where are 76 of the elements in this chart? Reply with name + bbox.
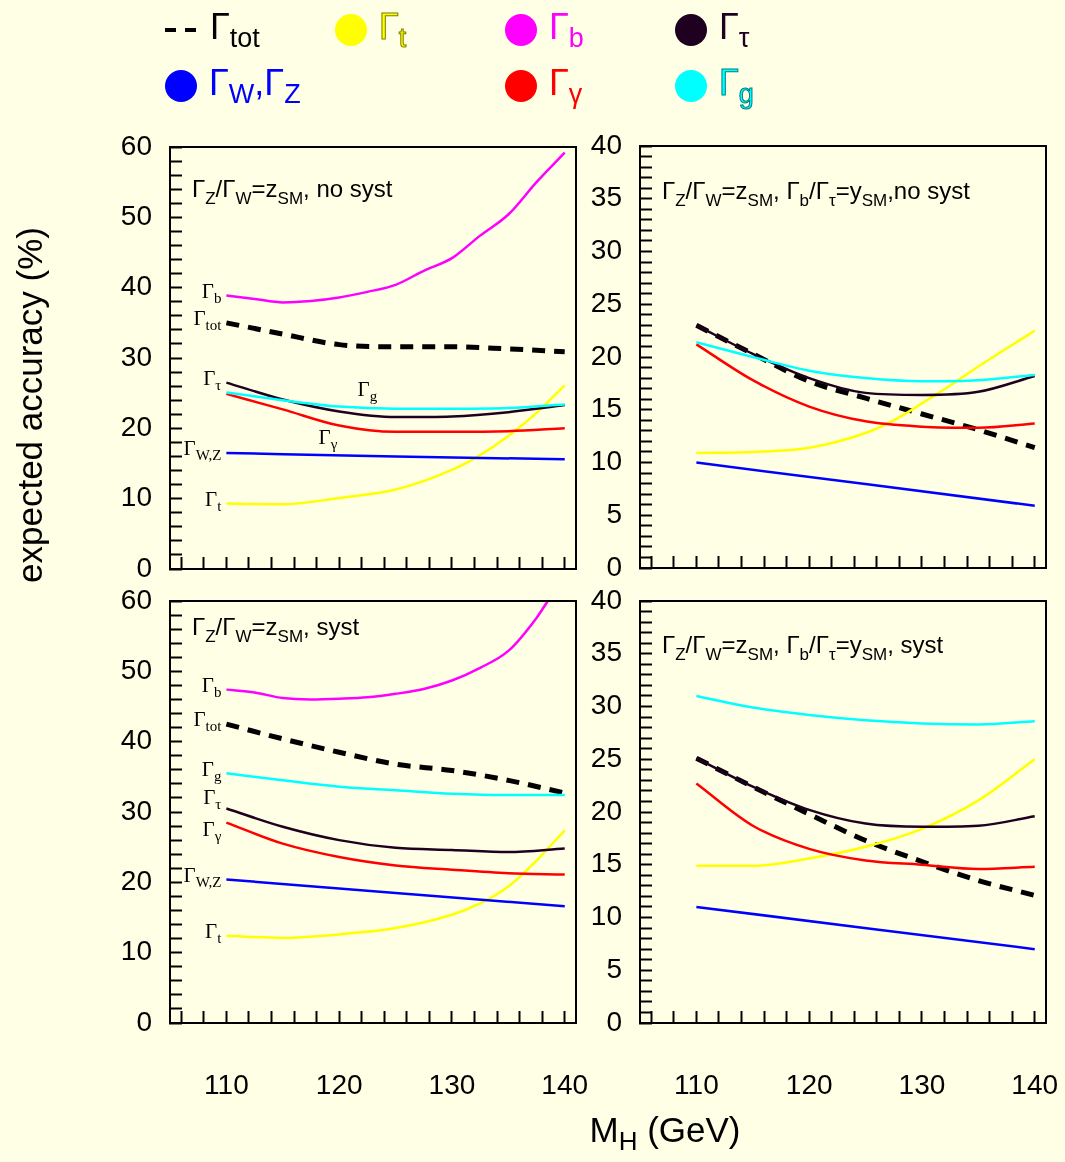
y-tick-label: 0 bbox=[606, 550, 622, 582]
line-series bbox=[225, 381, 566, 419]
annotation: Γ$_{g}$ bbox=[357, 376, 378, 404]
annotation: Γ$_{W,Z}$ bbox=[183, 862, 222, 891]
y-tick-label: 10 bbox=[120, 935, 152, 967]
x-tick-label: 140 bbox=[1011, 1068, 1059, 1100]
annotation: Γ$_{τ}$ bbox=[203, 784, 222, 813]
line-series bbox=[695, 782, 1036, 871]
annotation: Γ$_{γ}$ bbox=[202, 816, 222, 845]
legend-label: Γ$_{W}$,Γ$_{Z}$ bbox=[209, 61, 301, 111]
y-tick-label: 0 bbox=[136, 1005, 152, 1037]
y-tick-label: 35 bbox=[590, 181, 622, 213]
y-tick-label: 50 bbox=[120, 200, 152, 232]
y-tick-label: 30 bbox=[590, 234, 622, 266]
annotation: Γ$_{b}$ bbox=[201, 673, 222, 701]
line-series bbox=[695, 756, 1036, 829]
line-series bbox=[695, 758, 1036, 868]
y-tick-label: 50 bbox=[120, 654, 152, 686]
y-tick-label: 35 bbox=[590, 636, 622, 668]
annotation: Γ$_{t}$ bbox=[205, 486, 222, 515]
x-tick-label: 110 bbox=[204, 1068, 249, 1100]
line-series bbox=[225, 829, 566, 940]
y-tick-label: 5 bbox=[606, 952, 622, 984]
y-tick-label: 10 bbox=[120, 481, 152, 513]
annotation: Γ$_{b}$ bbox=[201, 278, 222, 306]
y-tick-label: 15 bbox=[590, 392, 622, 424]
y-tick-label: 30 bbox=[590, 689, 622, 721]
y-tick-label: 0 bbox=[606, 1005, 622, 1037]
y-tick-label: 20 bbox=[590, 794, 622, 826]
legend-label: Γ$_{b}$ bbox=[549, 5, 584, 55]
legend-label: Γ$_{g}$ bbox=[719, 61, 754, 111]
y-tick-label: 20 bbox=[590, 339, 622, 371]
y-tick-label: 40 bbox=[120, 270, 152, 302]
x-tick-label: 130 bbox=[428, 1068, 476, 1100]
y-tick-label: 25 bbox=[590, 741, 622, 773]
y-tick-label: 20 bbox=[120, 865, 152, 897]
y-tick-label: 30 bbox=[120, 794, 152, 826]
line-series bbox=[695, 343, 1036, 429]
line-series bbox=[225, 807, 566, 854]
x-axis-title: M$_{H}$ (GeV) bbox=[589, 1109, 741, 1157]
annotation: Γ$_{t}$ bbox=[205, 919, 222, 947]
y-tick-label: 10 bbox=[590, 445, 622, 477]
y-tick-label: 15 bbox=[590, 847, 622, 879]
y-tick-label: 5 bbox=[606, 497, 622, 529]
legend-label: Γ$_{γ}$ bbox=[549, 61, 583, 111]
y-tick-label: 30 bbox=[120, 340, 152, 372]
line-series bbox=[695, 694, 1036, 726]
y-tick-label: 10 bbox=[590, 900, 622, 932]
y-tick-label: 60 bbox=[120, 129, 152, 161]
x-tick-label: 120 bbox=[785, 1068, 833, 1100]
y-axis-title: expected accuracy (%) bbox=[10, 227, 50, 583]
line-series bbox=[225, 821, 566, 876]
y-tick-label: 20 bbox=[120, 411, 152, 443]
y-tick-label: 40 bbox=[590, 583, 622, 615]
line-series bbox=[695, 340, 1036, 383]
annotation: Γ$_{g}$ bbox=[201, 756, 222, 784]
annotation: Γ$_{tot}$ bbox=[193, 707, 222, 735]
y-tick-label: 0 bbox=[136, 551, 152, 583]
y-tick-label: 25 bbox=[590, 286, 622, 318]
line-series bbox=[225, 384, 566, 506]
line-series bbox=[225, 772, 566, 797]
y-tick-label: 40 bbox=[120, 724, 152, 756]
legend-label: Γ$_{tot}$ bbox=[210, 5, 260, 55]
x-tick-label: 110 bbox=[674, 1068, 719, 1100]
line-series bbox=[695, 324, 1036, 397]
annotation: Γ$_{τ}$ bbox=[203, 366, 222, 394]
annotation: Γ$_{γ}$ bbox=[318, 425, 338, 453]
x-tick-label: 140 bbox=[541, 1068, 589, 1100]
legend-label: Γ$_{τ}$ bbox=[719, 5, 750, 55]
x-tick-label: 130 bbox=[898, 1068, 946, 1100]
y-tick-label: 60 bbox=[120, 583, 152, 615]
legend-label: Γ$_{t}$ bbox=[379, 5, 407, 55]
x-tick-label: 120 bbox=[315, 1068, 363, 1100]
annotation: Γ$_{W,Z}$ bbox=[183, 436, 222, 464]
y-tick-label: 40 bbox=[590, 128, 622, 160]
annotation: Γ$_{tot}$ bbox=[193, 306, 222, 334]
